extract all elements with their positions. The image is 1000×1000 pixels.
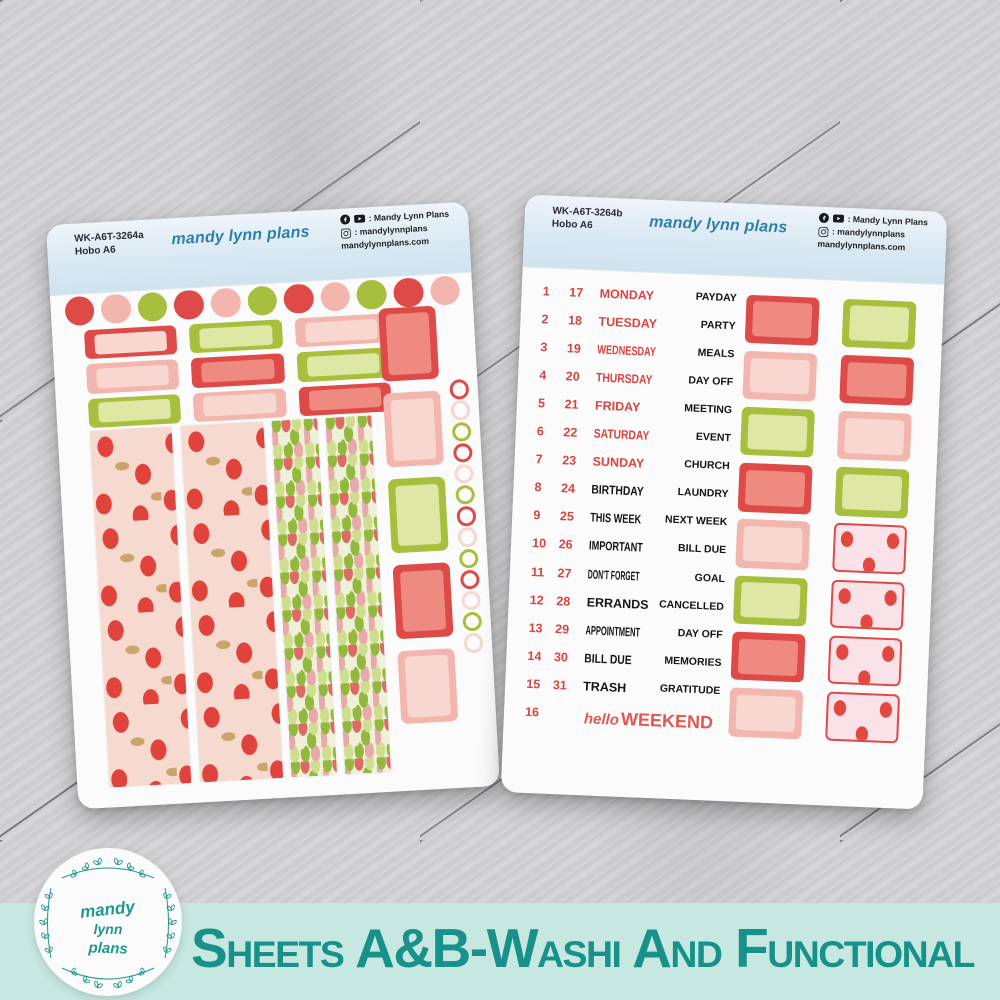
svg-text:plans: plans (87, 939, 128, 957)
svg-text:mandy: mandy (79, 897, 137, 922)
svg-text:lynn: lynn (94, 921, 123, 937)
